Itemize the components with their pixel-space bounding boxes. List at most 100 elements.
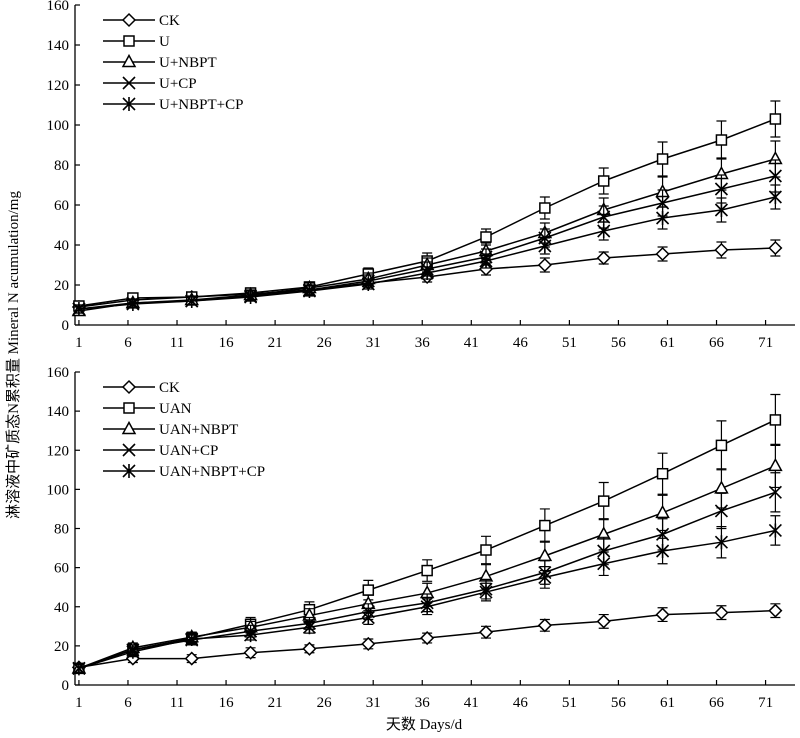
data-point <box>185 294 199 308</box>
data-point <box>243 645 258 660</box>
series-UAN+NBPT+CP <box>72 515 782 676</box>
data-point <box>656 153 669 165</box>
data-point <box>597 495 610 507</box>
y-tick-label: 60 <box>54 561 69 577</box>
data-point <box>768 485 782 499</box>
y-tick-label: 100 <box>47 118 70 134</box>
legend-label: UAN <box>159 401 192 417</box>
data-point <box>715 439 728 452</box>
data-point <box>539 519 551 532</box>
legend-marker <box>123 35 135 47</box>
data-point <box>768 240 783 256</box>
x-tick-label: 51 <box>562 335 577 351</box>
data-point <box>302 620 317 635</box>
data-point <box>656 467 669 480</box>
legend-marker <box>122 443 136 457</box>
data-point <box>302 284 317 298</box>
x-tick-label: 41 <box>464 335 479 351</box>
data-point <box>184 651 199 666</box>
data-point <box>361 610 375 625</box>
data-point <box>539 202 551 214</box>
data-point <box>302 641 317 656</box>
x-tick-label: 46 <box>513 695 529 711</box>
data-point <box>479 585 493 600</box>
data-point <box>714 203 728 217</box>
data-point <box>362 584 375 596</box>
data-point <box>421 564 433 577</box>
x-tick-label: 26 <box>317 335 333 351</box>
y-tick-label: 80 <box>54 158 69 174</box>
legend-entry: UAN+NBPT <box>103 420 238 438</box>
x-tick-label: 31 <box>366 335 381 351</box>
data-point <box>185 632 199 647</box>
x-tick-label: 26 <box>317 695 333 711</box>
legend-label: U+NBPT <box>159 55 217 71</box>
data-point <box>714 504 728 518</box>
x-tick-label: 36 <box>415 335 431 351</box>
legend-marker <box>122 76 136 90</box>
data-point <box>768 190 782 204</box>
x-tick-label: 61 <box>660 695 675 711</box>
x-tick-label: 66 <box>709 695 725 711</box>
legend-marker <box>121 53 137 68</box>
legend-marker <box>121 420 137 435</box>
data-point <box>538 239 552 253</box>
series-line <box>78 158 776 312</box>
y-tick-label: 140 <box>47 38 70 54</box>
legend-label: UAN+NBPT <box>159 422 238 438</box>
data-point <box>769 113 782 125</box>
legend-label: U <box>159 34 170 50</box>
y-tick-label: 160 <box>47 365 70 381</box>
legend-label: U+CP <box>159 76 197 92</box>
legend-entry: UAN+NBPT+CP <box>103 464 265 480</box>
data-point <box>126 644 140 659</box>
x-tick-label: 71 <box>758 335 773 351</box>
data-point <box>655 504 670 519</box>
x-tick-label: 21 <box>268 335 283 351</box>
x-tick-label: 41 <box>464 695 479 711</box>
legend-entry: U+NBPT+CP <box>103 97 243 113</box>
legend-label: CK <box>159 13 180 29</box>
data-point <box>420 630 435 646</box>
x-tick-label: 16 <box>219 335 235 351</box>
data-point <box>768 169 782 183</box>
y-axis-title: 淋溶液中矿质态N累积量 Mineral N acumulation/mg <box>5 191 22 519</box>
y-tick-label: 120 <box>47 78 70 94</box>
data-point <box>769 414 782 426</box>
data-point <box>597 556 611 571</box>
x-tick-label: 6 <box>124 695 132 711</box>
legend-marker <box>121 379 137 395</box>
legend-label: UAN+NBPT+CP <box>159 464 265 480</box>
legend-entry: U+NBPT <box>103 53 217 71</box>
legend-entry: UAN <box>103 401 192 417</box>
y-tick-label: 80 <box>54 522 69 538</box>
legend-entry: U <box>103 34 170 50</box>
data-point <box>480 231 492 243</box>
x-tick-label: 1 <box>75 695 83 711</box>
x-tick-label: 61 <box>660 335 675 351</box>
data-point <box>655 246 670 262</box>
y-tick-label: 40 <box>54 600 69 616</box>
data-point <box>420 599 434 614</box>
data-point <box>597 175 610 187</box>
x-tick-label: 11 <box>170 335 184 351</box>
y-tick-label: 60 <box>54 198 69 214</box>
data-point <box>714 535 728 550</box>
y-tick-label: 20 <box>54 639 69 655</box>
data-point <box>596 614 611 629</box>
data-point <box>361 636 376 651</box>
y-tick-label: 0 <box>62 318 70 334</box>
x-tick-label: 31 <box>366 695 381 711</box>
x-tick-label: 21 <box>268 695 283 711</box>
data-point <box>479 254 493 268</box>
y-tick-label: 40 <box>54 238 69 254</box>
series-line <box>78 175 776 310</box>
x-tick-label: 6 <box>124 335 132 351</box>
x-tick-label: 66 <box>709 335 725 351</box>
x-tick-label: 56 <box>611 695 627 711</box>
data-point <box>537 618 552 633</box>
data-point <box>244 628 258 643</box>
x-tick-label: 1 <box>75 335 83 351</box>
